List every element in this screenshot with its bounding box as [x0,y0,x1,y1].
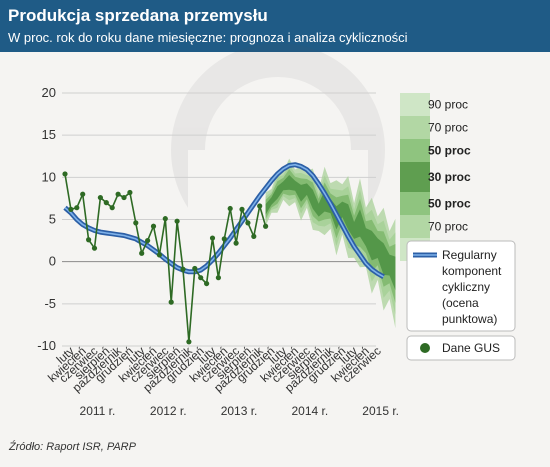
y-tick-label: 5 [49,212,56,227]
year-label: 2011 r. [80,404,116,418]
actual-point [251,233,257,239]
actual-point [186,339,192,345]
legend: 90 proc 70 proc 50 proc 30 proc 50 proc 70 pr… [400,93,516,361]
y-tick-label: 20 [42,85,56,100]
actual-point [74,205,80,211]
legend-label-fan: 50 proc [428,144,471,158]
legend-label-fan: 50 proc [428,197,471,211]
legend-swatch-fan [400,139,430,162]
trend-series [63,162,385,279]
year-label: 2014 r. [291,404,328,418]
y-tick-label: 10 [42,169,56,184]
legend-swatch-fan [400,162,430,192]
legend-label-trend: komponent [442,264,502,278]
actual-point [239,206,245,212]
actual-point [168,299,174,305]
actual-point [221,236,227,242]
actual-point [162,216,168,222]
fan-bands [265,158,396,329]
actual-point [227,205,233,212]
legend-swatch-fan [400,215,430,238]
actual-point [204,280,210,287]
legend-swatch-actual [420,343,430,353]
actual-point [198,275,204,281]
legend-swatch-fan [400,116,430,139]
year-label: 2015 r. [362,404,399,418]
legend-swatch-fan [400,93,430,116]
actual-point [156,252,162,258]
actual-point [263,223,269,229]
actual-point [257,203,263,209]
trend-line-inner [64,163,384,278]
grid-lines [62,92,376,347]
x-axis: lutykwiecieńczerwiecsierpieńpaździernikg… [45,343,399,418]
actual-point [115,191,121,197]
legend-label-fan: 30 proc [428,170,471,184]
legend-box-trend [406,240,516,332]
legend-label-fan: 90 proc [428,98,468,112]
y-tick-label: 0 [49,254,56,269]
y-axis: -10 -5 0 5 10 15 20 [37,85,56,353]
actual-point [215,275,221,281]
source-note: Źródło: Raport ISR, PARP [9,441,136,453]
actual-point [127,189,133,196]
actual-series [62,171,269,345]
actual-point [150,223,157,229]
actual-point [133,220,139,226]
actual-point [103,200,109,206]
legend-swatch-fan [400,192,430,215]
actual-point [145,237,151,244]
actual-point [62,171,68,177]
legend-label-trend: punktowa) [442,312,497,326]
fan-band-70-proc [265,164,396,315]
actual-point [233,240,239,246]
actual-point [121,194,127,201]
legend-label-trend: (ocena [442,296,479,310]
actual-point [80,191,86,197]
y-tick-label: 15 [42,127,56,142]
actual-point [209,235,216,241]
actual-point [91,245,98,251]
year-label: 2012 r. [150,404,187,418]
actual-point [192,265,198,272]
actual-point [68,206,74,212]
legend-label-fan: 70 proc [428,220,468,234]
legend-label-trend: cykliczny [442,280,490,294]
legend-label-fan: 70 proc [428,121,468,135]
legend-box-actual [406,335,516,361]
actual-point [86,237,92,243]
actual-point [97,194,103,201]
actual-point [245,220,251,226]
y-tick-label: -5 [44,296,56,311]
legend-label-trend: Regularny [442,248,497,262]
chart-subtitle: W proc. rok do roku dane miesięczne: pro… [8,30,408,45]
chart-title: Produkcja sprzedana przemysłu [8,6,268,25]
fan-band-30-proc [265,175,396,291]
year-label: 2013 r. [221,404,258,418]
actual-point [174,218,180,224]
chart-header: Produkcja sprzedana przemysłu W proc. ro… [0,0,550,52]
legend-label-actual: Dane GUS [442,341,500,355]
actual-point [139,250,145,256]
y-tick-label: -10 [37,338,56,353]
actual-point [180,266,186,272]
actual-point [109,205,115,211]
